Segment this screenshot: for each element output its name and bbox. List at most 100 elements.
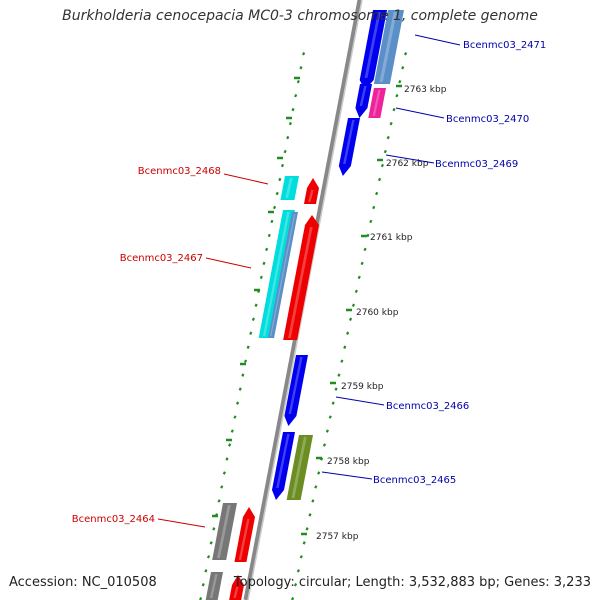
gene-bcenmc03-2471-block-shine	[364, 12, 381, 78]
ruler-tick-dot	[293, 583, 298, 587]
ruler-tick-dot	[398, 79, 402, 84]
gene-block	[271, 432, 295, 500]
ruler-tick-dot	[331, 401, 335, 405]
ruler-tick-dot	[275, 191, 279, 196]
ruler-tick-dot	[299, 65, 303, 70]
ruler-tick-dot	[340, 359, 344, 363]
gene-block	[229, 575, 244, 600]
ruler-tick-dot	[395, 93, 399, 98]
ruler-tick-dot	[249, 331, 253, 335]
ruler-tick-dot	[270, 219, 274, 224]
ruler-tick-dot	[311, 499, 315, 503]
ruler-tick-dot	[267, 233, 271, 238]
ruler-tick-dot	[296, 569, 300, 573]
ruler-tick-dot	[217, 499, 221, 503]
ruler-tick-dot	[351, 303, 356, 308]
ruler-tick-dot	[404, 52, 408, 56]
gene-bcenmc03-2471-block	[359, 10, 387, 90]
ruler-tick-dot	[302, 541, 306, 545]
gene-bcenmc03-2468-block-shine	[285, 178, 293, 198]
gene-block	[234, 507, 255, 562]
gene-bcenmc03-2469-block-shine	[343, 120, 355, 164]
ruler-tick-dot	[294, 93, 298, 98]
backbone-highlight	[247, 0, 363, 600]
topology-label: Topology: circular; Length: 3,532,883 bp…	[233, 575, 591, 590]
gene-block-shine	[238, 519, 250, 560]
gene-block	[205, 572, 223, 600]
gene-bcenmc03-2469-block	[338, 118, 360, 176]
ruler-tick-dot	[286, 135, 290, 140]
gene-label-bcenmc03-2466: Bcenmc03_2466	[386, 401, 469, 412]
ruler-tick-dot	[222, 471, 226, 475]
gene-block-shine	[359, 86, 367, 106]
ruler-tick-dot	[348, 317, 353, 321]
ruler-label: 2759 kbp	[341, 382, 384, 392]
genome-title: Burkholderia cenocepacia MC0-3 chromosom…	[62, 8, 538, 24]
ruler-tick-dot	[322, 443, 327, 447]
gene-block	[268, 212, 298, 338]
ruler-tick-dot	[220, 485, 224, 489]
ruler-tick-dot	[228, 443, 232, 447]
gene-bcenmc03-2468-block	[280, 176, 299, 200]
ruler-tick-dot	[265, 247, 269, 252]
ruler-tick-dot	[235, 401, 240, 405]
ruler-tick-dot	[209, 541, 213, 545]
ruler-tick-dot	[366, 233, 370, 238]
gene-block-shine	[308, 190, 314, 202]
ruler-tick-dot	[283, 149, 287, 154]
ruler-tick-dot	[288, 121, 292, 126]
gene-bcenmc03-2471-partner-block	[373, 10, 404, 84]
gene-block-shine	[276, 434, 290, 488]
ruler-tick-dot	[392, 107, 396, 112]
ruler-label: 2763 kbp	[404, 85, 447, 95]
gene-label-bcenmc03-2465: Bcenmc03_2465	[373, 475, 456, 486]
gene-block-shine	[270, 214, 296, 336]
ruler-tick-dot	[254, 303, 258, 308]
ruler-tick-dot	[225, 457, 229, 461]
ruler-tick-dot	[302, 52, 306, 56]
ruler-tick-dot	[377, 177, 382, 182]
ruler-tick-dot	[230, 429, 234, 433]
ruler-tick-dot	[346, 331, 350, 335]
ruler-tick-dot	[401, 65, 405, 70]
gene-label-bcenmc03-2464-leader	[157, 518, 206, 528]
ruler-tick-dot	[383, 149, 387, 154]
ruler-tick-dot	[238, 387, 242, 391]
gene-bcenmc03-2464-block-shine	[217, 505, 231, 558]
gene-label-bcenmc03-2471: Bcenmc03_2471	[463, 40, 546, 51]
gene-label-bcenmc03-2467-leader	[205, 257, 252, 269]
ruler-tick-dot	[305, 527, 309, 531]
ruler-tick-dot	[243, 359, 248, 363]
gene-bcenmc03-2464-block	[212, 503, 237, 560]
ruler-tick-dot	[380, 163, 385, 168]
ruler-label: 2761 kbp	[370, 233, 413, 243]
ruler-tick-dot	[296, 79, 300, 84]
ruler-tick-dot	[372, 205, 376, 210]
gene-bcenmc03-2467-block	[258, 210, 295, 338]
ruler-tick-dot	[241, 373, 245, 377]
ruler-label: 2762 kbp	[386, 159, 429, 169]
gene-label-bcenmc03-2466-leader	[335, 396, 385, 406]
gene-bcenmc03-2467-block-shine	[262, 212, 290, 336]
gene-label-bcenmc03-2465-leader	[321, 471, 373, 480]
gene-block-shine	[209, 574, 218, 598]
gene-label-bcenmc03-2471-leader	[414, 34, 461, 46]
ruler-tick-dot	[375, 191, 379, 196]
gene-block	[283, 215, 319, 340]
gene-label-bcenmc03-2467: Bcenmc03_2467	[120, 253, 203, 264]
ruler-tick-dot	[308, 513, 312, 517]
gene-block	[355, 84, 372, 118]
ruler-label: 2760 kbp	[356, 308, 399, 318]
gene-bcenmc03-2466-block	[284, 355, 308, 426]
gene-block	[303, 178, 319, 204]
gene-bcenmc03-2470-block-shine	[372, 90, 381, 116]
gene-label-bcenmc03-2470: Bcenmc03_2470	[446, 114, 529, 125]
ruler-tick-dot	[317, 471, 321, 475]
ruler-label: 2758 kbp	[327, 457, 370, 467]
ruler-tick-dot	[386, 135, 390, 140]
ruler-tick-dot	[259, 275, 263, 280]
gene-label-bcenmc03-2468-leader	[223, 173, 269, 185]
gene-block-shine	[233, 587, 239, 598]
ruler-tick-dot	[278, 177, 282, 182]
